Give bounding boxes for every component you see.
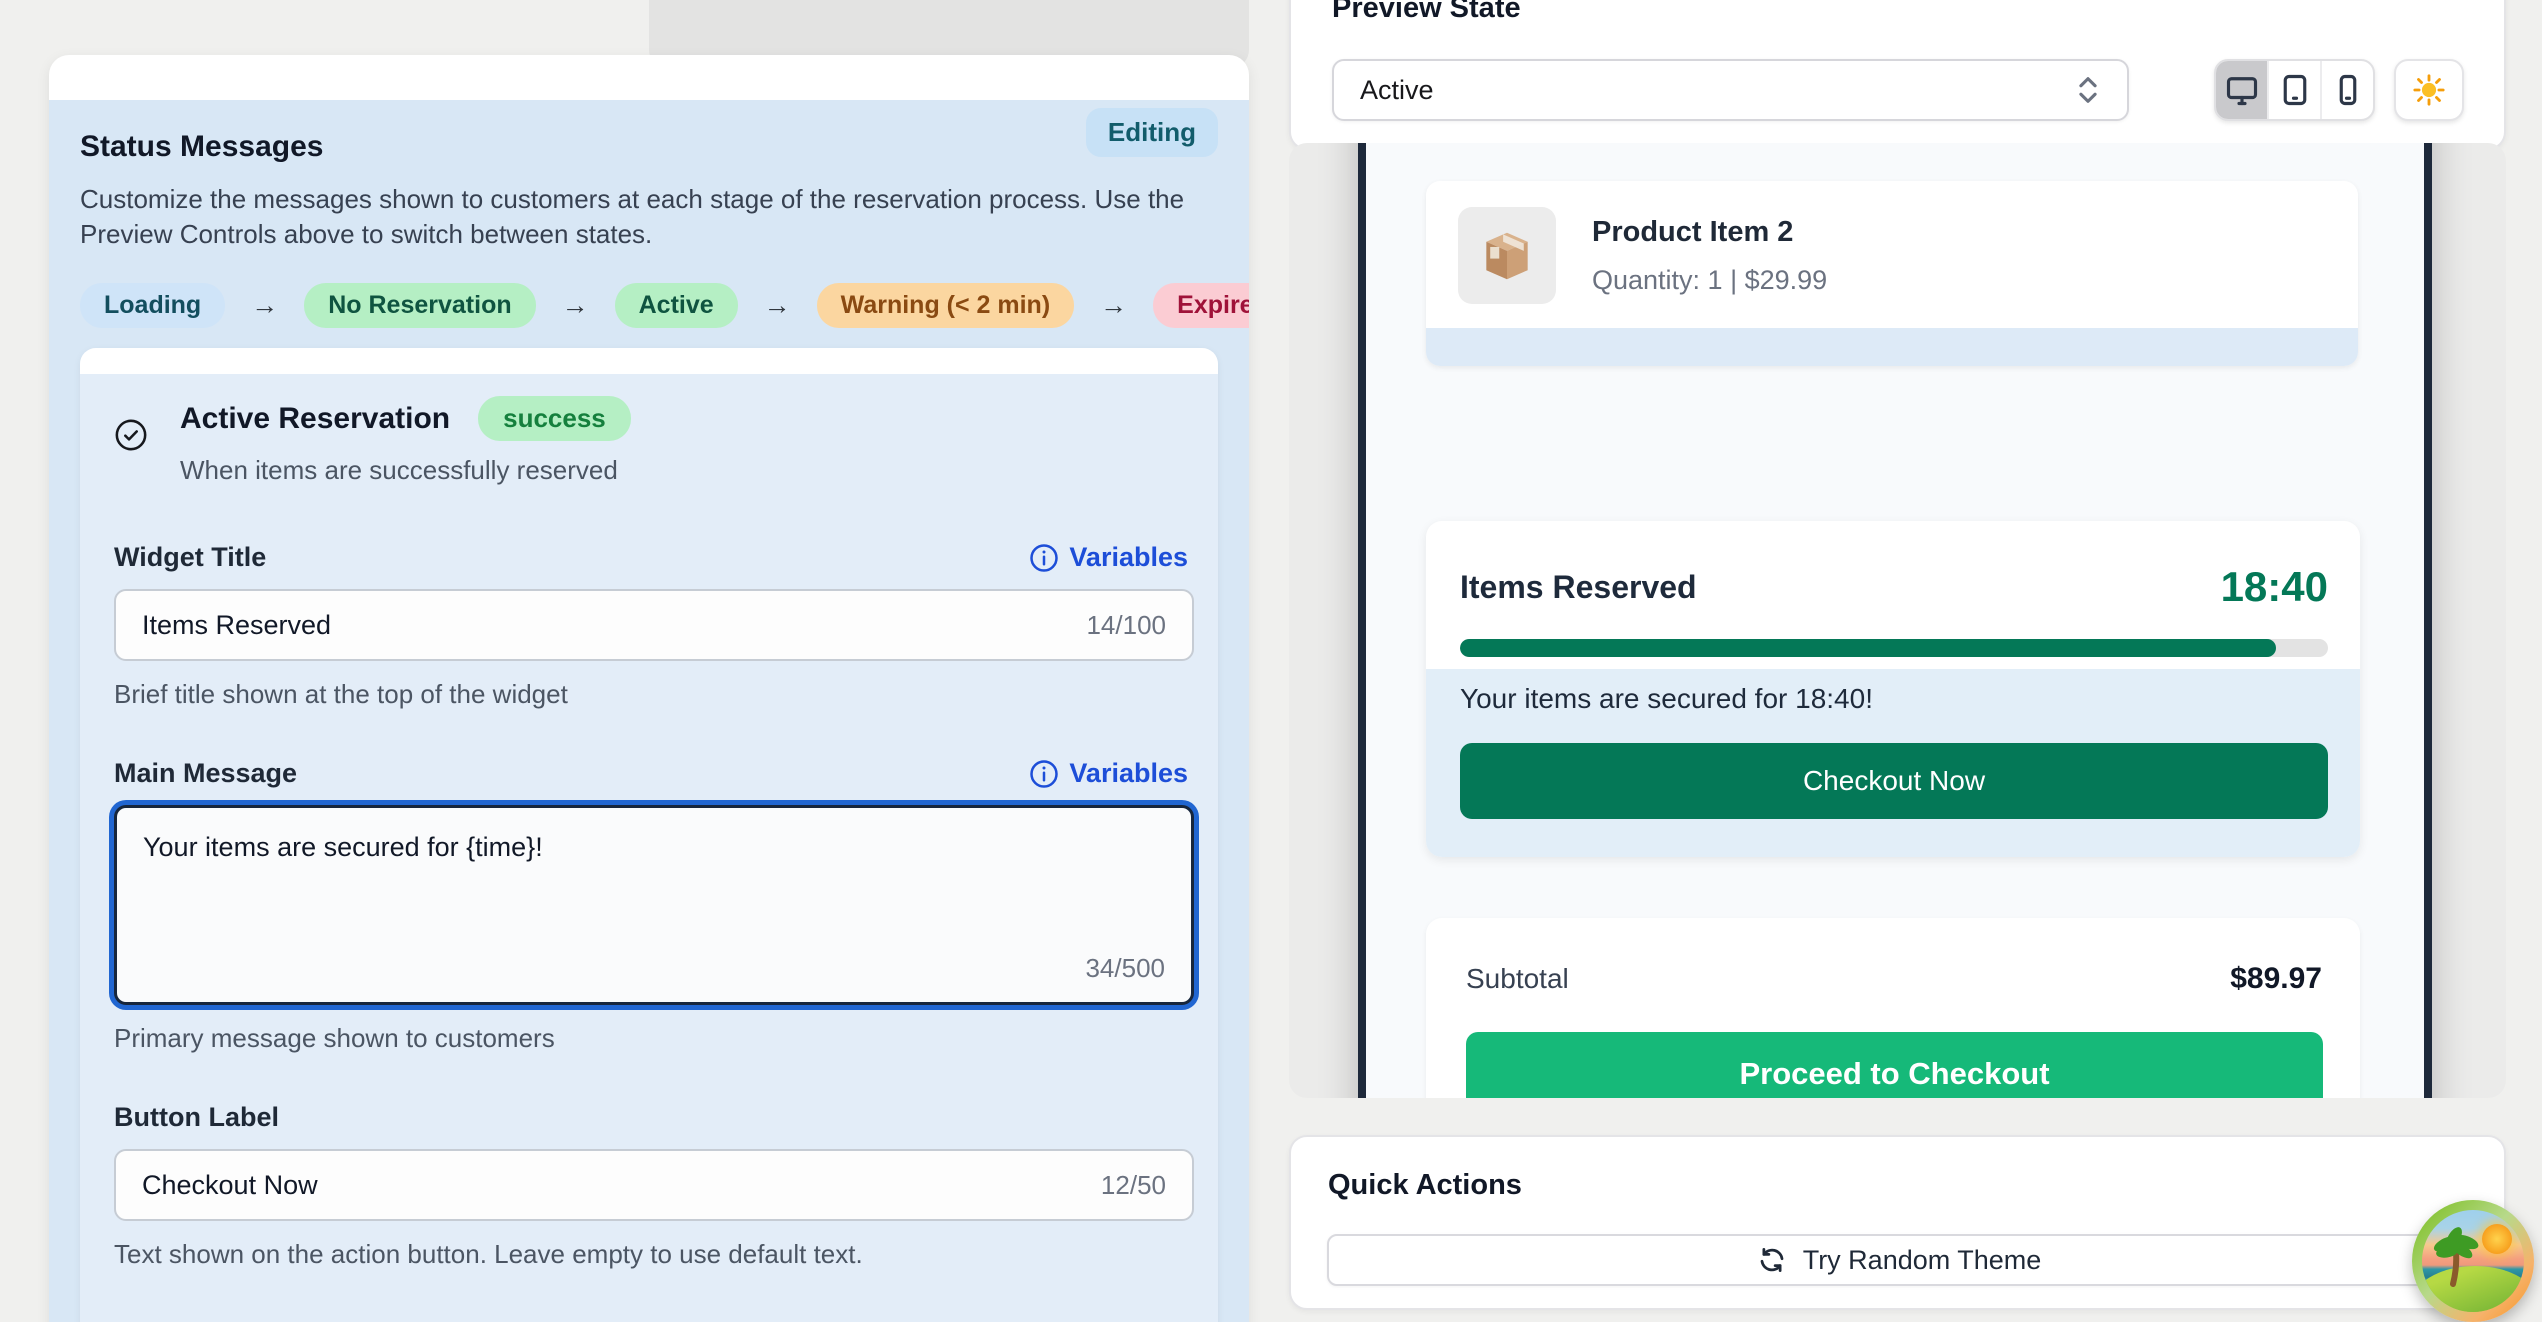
device-phone-button[interactable] <box>2322 61 2373 119</box>
status-messages-body: Status Messages Editing Customize the me… <box>49 100 1249 1322</box>
state-pill-warning[interactable]: Warning (< 2 min) <box>816 282 1075 328</box>
main-message-textarea-wrap: Your items are secured for {time}! 34/50… <box>114 805 1194 1005</box>
panel-description: Customize the messages shown to customer… <box>80 184 1185 250</box>
info-icon <box>1030 543 1059 572</box>
product-card-footer <box>1426 328 2358 366</box>
palm-tree-icon <box>2433 1227 2479 1287</box>
reservation-widget: Items Reserved 18:40 Your items are secu… <box>1426 521 2360 857</box>
quick-actions-card: Quick Actions Try Random Theme <box>1289 1135 2506 1310</box>
reservation-progress-track <box>1460 639 2328 657</box>
select-chevrons-icon <box>2079 77 2097 103</box>
flow-arrow-icon: → <box>561 289 589 320</box>
active-reservation-editor: Active Reservation success When items ar… <box>80 348 1218 1322</box>
flow-arrow-icon: → <box>763 289 791 320</box>
phone-icon <box>2339 74 2356 106</box>
main-message-field: Main Message Variables Your items are se… <box>114 758 1194 1054</box>
reservation-widget-title: Items Reserved <box>1460 568 1697 605</box>
widget-title-input[interactable] <box>142 609 1067 641</box>
editor-subtitle: When items are successfully reserved <box>180 455 618 485</box>
button-label-input[interactable] <box>142 1169 1081 1201</box>
state-flow: Loading → No Reservation → Active → Warn… <box>80 282 1249 328</box>
flow-arrow-icon: → <box>251 289 279 320</box>
product-title: Product Item 2 <box>1592 215 1794 248</box>
subtotal-amount: $89.97 <box>2230 962 2322 995</box>
preview-state-select[interactable]: Active <box>1332 59 2129 121</box>
main-message-counter: 34/500 <box>1085 953 1165 983</box>
variables-link[interactable]: Variables <box>1029 758 1188 789</box>
widget-title-counter: 14/100 <box>1086 609 1166 640</box>
beach-theme-sticker[interactable] <box>2412 1200 2534 1322</box>
sticker-hill <box>2422 1266 2524 1312</box>
widget-title-field: Widget Title Variables 14/100 <box>114 542 1194 710</box>
product-meta: Quantity: 1 | $29.99 <box>1592 264 1828 295</box>
preview-state-title: Preview State <box>1332 0 1521 24</box>
desktop-icon <box>2226 77 2257 106</box>
state-pill-active[interactable]: Active <box>614 282 738 328</box>
quick-actions-title: Quick Actions <box>1328 1169 1522 1201</box>
check-circle-icon <box>115 419 147 451</box>
checkout-now-button[interactable]: Checkout Now <box>1460 743 2328 819</box>
product-image <box>1458 207 1556 304</box>
editing-badge: Editing <box>1085 108 1218 157</box>
main-message-textarea[interactable]: Your items are secured for {time}! <box>143 832 1165 942</box>
sticker-sun-icon <box>2482 1224 2512 1254</box>
tablet-icon <box>2283 74 2306 106</box>
product-card: Product Item 2 Quantity: 1 | $29.99 <box>1426 181 2358 366</box>
widget-title-label: Widget Title <box>114 542 267 572</box>
main-message-helper: Primary message shown to customers <box>114 1023 555 1053</box>
refresh-icon <box>1760 1248 1784 1272</box>
light-theme-button[interactable] <box>2394 59 2464 121</box>
try-random-theme-button[interactable]: Try Random Theme <box>1327 1234 2471 1286</box>
info-icon <box>1030 759 1059 788</box>
package-icon <box>1486 232 1528 279</box>
device-preview-section: Product Item 2 Quantity: 1 | $29.99 Item… <box>1289 143 2506 1098</box>
device-toggle-group <box>2214 59 2375 121</box>
main-message-label: Main Message <box>114 758 298 788</box>
subtotal-label: Subtotal <box>1466 963 1569 994</box>
subtotal-card: Subtotal $89.97 Proceed to Checkout <box>1426 918 2360 1098</box>
reservation-message: Your items are secured for 18:40! <box>1460 683 1873 714</box>
button-label-counter: 12/50 <box>1100 1169 1166 1200</box>
panel-title: Status Messages <box>80 130 324 163</box>
status-messages-panel: Status Messages Editing Customize the me… <box>49 55 1249 1322</box>
flow-arrow-icon: → <box>1100 289 1128 320</box>
button-label-helper: Text shown on the action button. Leave e… <box>114 1239 863 1269</box>
sun-icon <box>2413 74 2445 106</box>
button-label-label: Button Label <box>114 1102 279 1132</box>
variables-link[interactable]: Variables <box>1029 542 1188 573</box>
state-pill-no-reservation[interactable]: No Reservation <box>304 282 536 328</box>
preview-controls-card: Preview State Active <box>1289 0 2506 150</box>
widget-title-helper: Brief title shown at the top of the widg… <box>114 679 568 709</box>
reservation-progress-fill <box>1460 639 2276 657</box>
device-tablet-button[interactable] <box>2269 61 2322 119</box>
success-badge: success <box>478 396 631 441</box>
state-pill-expired[interactable]: Expired <box>1153 282 1249 328</box>
state-pill-loading[interactable]: Loading <box>80 282 226 328</box>
preview-state-value: Active <box>1360 74 1434 105</box>
device-frame: Product Item 2 Quantity: 1 | $29.99 Item… <box>1358 143 2432 1098</box>
button-label-field: Button Label 12/50 Text shown on the act… <box>114 1102 1194 1270</box>
proceed-to-checkout-button[interactable]: Proceed to Checkout <box>1466 1032 2323 1098</box>
device-desktop-button[interactable] <box>2216 61 2269 119</box>
reservation-timer: 18:40 <box>2220 563 2328 610</box>
editor-title: Active Reservation <box>180 401 451 435</box>
